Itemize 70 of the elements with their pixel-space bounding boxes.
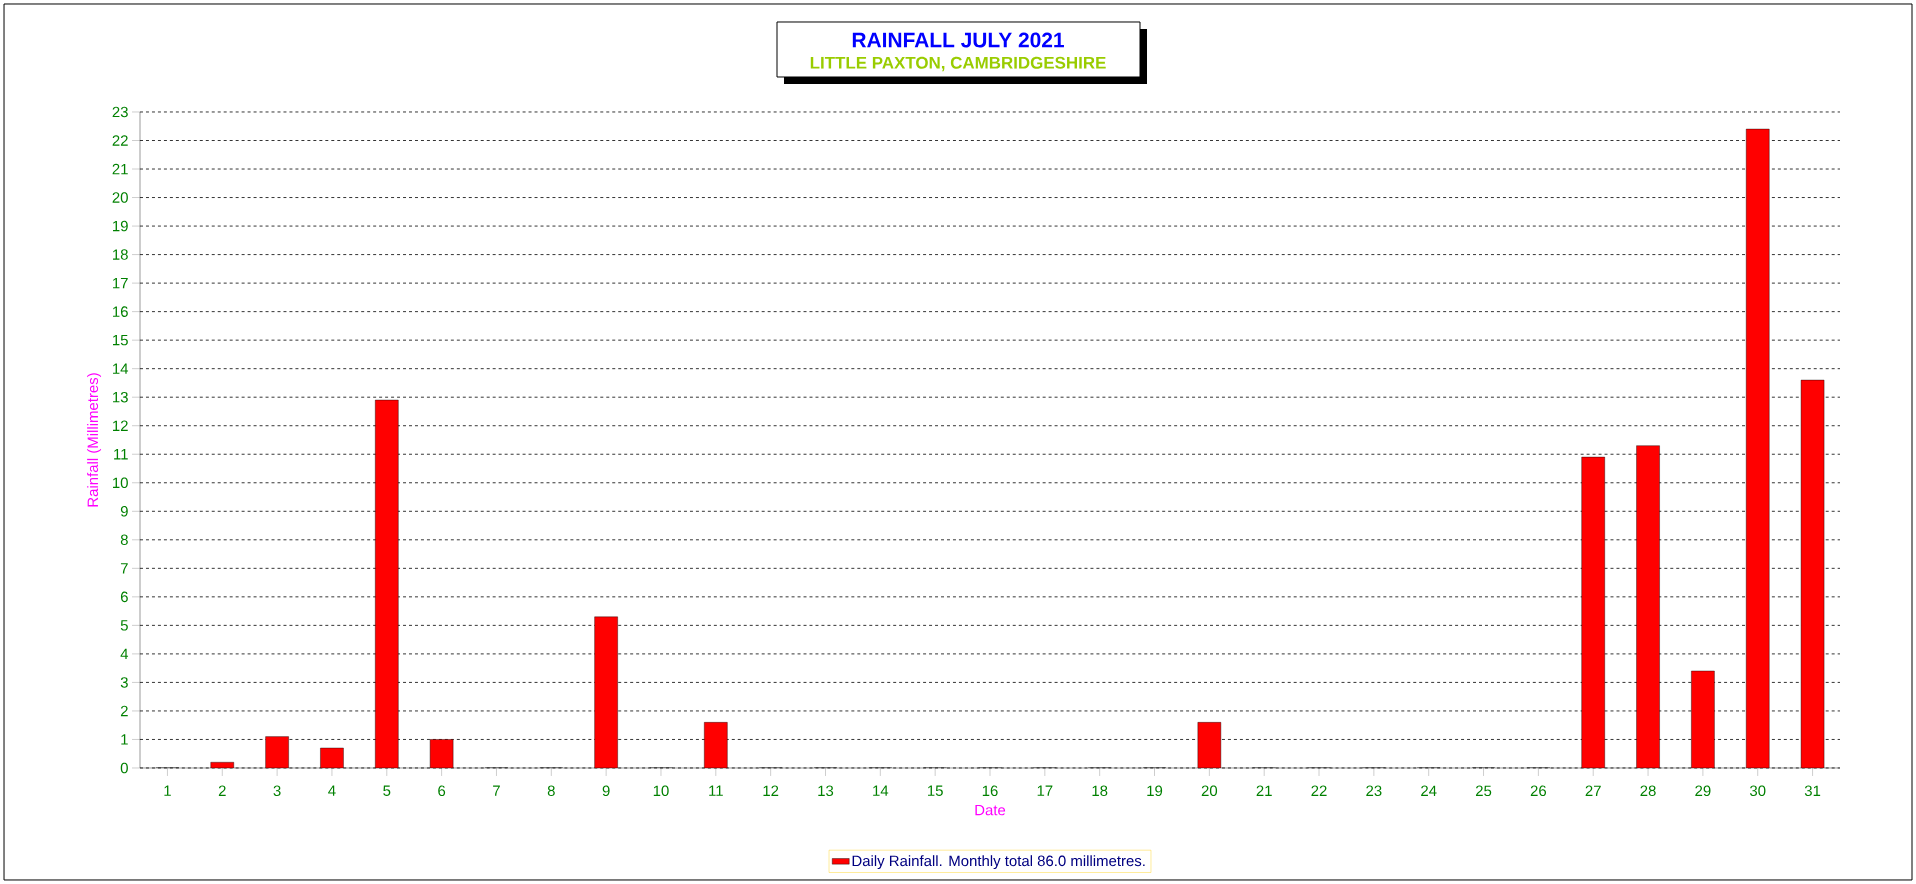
bar [265,736,289,768]
y-tick-label: 14 [113,363,129,374]
x-tick-label: 1 [164,785,171,796]
x-tick-label: 28 [1640,785,1656,797]
x-tick-label: 26 [1530,785,1547,797]
y-tick-label: 19 [113,220,128,232]
y-tick-label: 0 [120,762,128,774]
x-tick-label: 27 [1585,785,1601,796]
x-tick-label: 16 [982,785,998,797]
x-tick-label: 4 [328,785,336,796]
y-tick-label: 8 [120,534,128,546]
x-tick-label: 23 [1366,785,1382,797]
bar [1636,445,1660,768]
bar [594,616,618,768]
y-tick-label: 13 [113,391,128,403]
x-tick-label: 30 [1749,785,1766,797]
bar [1581,457,1605,768]
x-tick-label: 22 [1311,785,1327,796]
legend-label: Daily Rainfall. Monthly total 86.0 millimetres. [852,855,1145,870]
y-tick-label: 2 [120,705,128,717]
x-tick-label: 25 [1475,785,1492,797]
x-tick-label: 31 [1804,785,1821,797]
x-tick-label: 2 [218,785,226,796]
x-tick-label: 29 [1695,785,1711,797]
bar [1800,379,1825,768]
x-tick-label: 6 [438,785,446,797]
y-tick-label: 10 [113,477,128,489]
x-tick-label: 5 [383,785,391,796]
y-tick-label: 5 [120,620,128,631]
x-tick-label: 3 [273,785,281,797]
y-axis-title: Rainfall (Millimetres) [87,373,102,507]
y-tick-label: 12 [113,420,128,431]
x-axis-title: Date [975,804,1006,816]
y-tick-label: 17 [113,277,128,289]
chart-title: RAINFALL JULY 2021 [852,32,1064,48]
x-tick-label: 10 [653,785,669,797]
bar [704,722,728,768]
y-tick-label: 6 [120,591,128,603]
y-tick-label: 3 [120,677,128,688]
bar [1746,129,1770,768]
x-tick-label: 24 [1421,785,1437,796]
x-tick-label: 13 [818,785,834,797]
x-tick-label: 8 [547,785,555,797]
y-tick-label: 22 [112,135,128,146]
y-tick-label: 18 [113,249,128,260]
y-tick-label: 23 [112,106,128,118]
y-tick-label: 4 [120,648,129,660]
x-tick-label: 17 [1037,785,1053,796]
y-tick-label: 15 [113,334,128,346]
y-tick-label: 21 [112,163,128,175]
x-tick-label: 14 [873,785,889,796]
y-tick-label: 9 [120,505,128,517]
x-tick-label: 18 [1092,785,1108,797]
bar [375,400,399,768]
x-tick-label: 7 [493,785,500,796]
y-tick-label: 20 [112,192,128,203]
bar [1691,671,1715,768]
x-tick-label: 19 [1147,785,1163,797]
x-tick-label: 12 [763,785,779,796]
x-tick-label: 20 [1201,785,1218,797]
x-tick-label: 15 [927,785,943,796]
y-tick-label: 1 [121,734,128,745]
y-tick-label: 7 [120,563,128,574]
x-tick-label: 21 [1256,785,1272,796]
bar [1197,722,1221,768]
chart-subtitle: LITTLE PAXTON, CAMBRIDGESHIRE [810,56,1106,72]
y-tick-label: 11 [114,449,128,460]
y-tick-label: 16 [113,306,128,317]
x-tick-label: 9 [602,785,610,797]
x-tick-label: 11 [709,785,723,796]
